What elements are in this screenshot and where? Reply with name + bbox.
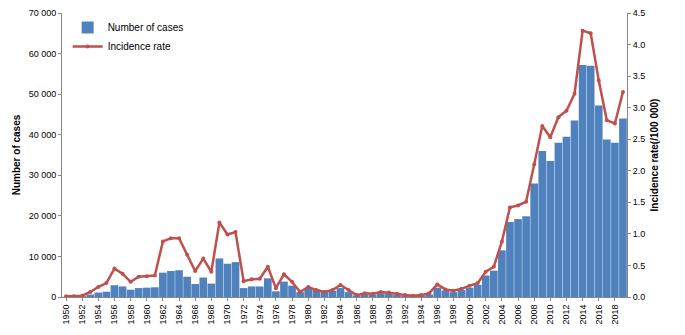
- svg-text:1990: 1990: [384, 305, 394, 325]
- svg-text:2008: 2008: [529, 305, 539, 325]
- svg-text:1.5: 1.5: [633, 197, 646, 207]
- svg-text:1962: 1962: [158, 305, 168, 325]
- svg-text:1970: 1970: [222, 305, 232, 325]
- svg-text:2.0: 2.0: [633, 166, 646, 176]
- svg-text:1966: 1966: [190, 305, 200, 325]
- svg-text:2016: 2016: [594, 305, 604, 325]
- svg-text:Incidence rate(/100 000): Incidence rate(/100 000): [649, 99, 660, 212]
- svg-text:40 000: 40 000: [29, 130, 57, 140]
- svg-text:1972: 1972: [239, 305, 249, 325]
- svg-text:70 000: 70 000: [29, 8, 57, 18]
- svg-text:1976: 1976: [271, 305, 281, 325]
- svg-text:1960: 1960: [142, 305, 152, 325]
- svg-text:1954: 1954: [93, 305, 103, 325]
- svg-text:1986: 1986: [352, 305, 362, 325]
- svg-text:4.5: 4.5: [633, 8, 646, 18]
- svg-text:0.5: 0.5: [633, 261, 646, 271]
- svg-text:1950: 1950: [61, 305, 71, 325]
- svg-text:50 000: 50 000: [29, 89, 57, 99]
- svg-text:2014: 2014: [578, 305, 588, 325]
- svg-text:60 000: 60 000: [29, 49, 57, 59]
- svg-text:1978: 1978: [287, 305, 297, 325]
- svg-text:1958: 1958: [126, 305, 136, 325]
- svg-text:1996: 1996: [432, 305, 442, 325]
- svg-text:30 000: 30 000: [29, 170, 57, 180]
- svg-text:2004: 2004: [497, 305, 507, 325]
- svg-text:1984: 1984: [335, 305, 345, 325]
- svg-text:1964: 1964: [174, 305, 184, 325]
- svg-text:3.0: 3.0: [633, 103, 646, 113]
- svg-text:1952: 1952: [77, 305, 87, 325]
- svg-text:1992: 1992: [400, 305, 410, 325]
- svg-text:10 000: 10 000: [29, 252, 57, 262]
- svg-text:1956: 1956: [109, 305, 119, 325]
- svg-text:1982: 1982: [319, 305, 329, 325]
- svg-text:0.0: 0.0: [633, 292, 646, 302]
- svg-text:2002: 2002: [481, 305, 491, 325]
- svg-text:4.0: 4.0: [633, 40, 646, 50]
- svg-text:Number of cases: Number of cases: [108, 22, 184, 33]
- svg-text:2000: 2000: [465, 305, 475, 325]
- svg-text:1968: 1968: [206, 305, 216, 325]
- svg-text:1988: 1988: [368, 305, 378, 325]
- svg-text:1994: 1994: [416, 305, 426, 325]
- svg-text:1980: 1980: [303, 305, 313, 325]
- svg-text:1.0: 1.0: [633, 229, 646, 239]
- svg-text:2010: 2010: [545, 305, 555, 325]
- svg-text:2018: 2018: [610, 305, 620, 325]
- svg-text:3.5: 3.5: [633, 71, 646, 81]
- svg-text:2012: 2012: [561, 305, 571, 325]
- svg-text:1998: 1998: [448, 305, 458, 325]
- svg-text:Number of cases: Number of cases: [11, 114, 22, 195]
- svg-text:Incidence rate: Incidence rate: [108, 41, 171, 52]
- svg-text:20 000: 20 000: [29, 211, 57, 221]
- svg-text:0: 0: [51, 292, 56, 302]
- svg-text:2006: 2006: [513, 305, 523, 325]
- svg-text:2.5: 2.5: [633, 134, 646, 144]
- svg-text:1974: 1974: [255, 305, 265, 325]
